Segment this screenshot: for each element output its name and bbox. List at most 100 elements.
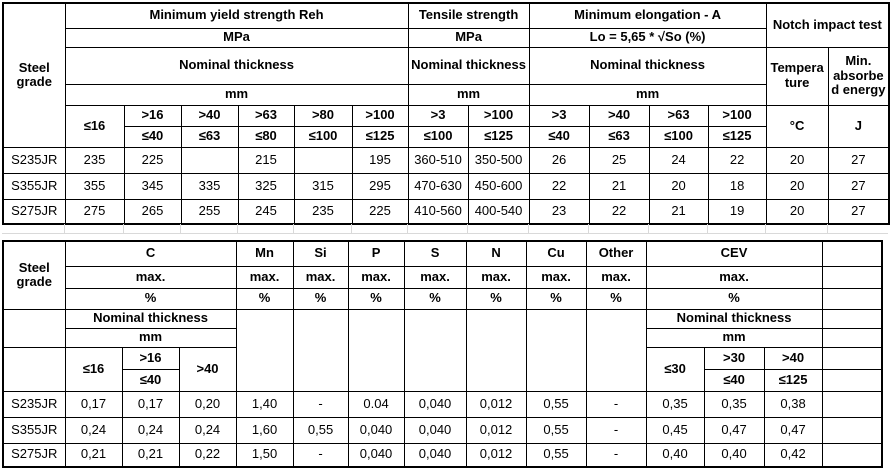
- steel-grade-cell: S355JR: [2, 416, 66, 444]
- percent-label: %: [525, 287, 587, 310]
- value-cell: 0,21: [64, 442, 123, 468]
- steel-grade-cell: S275JR: [2, 198, 66, 225]
- thickness-limit: ≤40: [528, 125, 590, 148]
- thickness-limit: >63: [648, 104, 709, 127]
- thickness-limit: >3: [407, 104, 469, 127]
- min-energy-header: Min. absorbe d energy: [827, 46, 890, 106]
- value-cell: 195: [351, 146, 409, 174]
- value-cell: 0,21: [121, 442, 180, 468]
- value-cell: 0,012: [465, 416, 527, 444]
- notch-impact-header: Notch impact test: [765, 2, 890, 48]
- thickness-limit: >40: [180, 104, 239, 127]
- table-row: mm mm mm: [3, 83, 889, 106]
- table-row: Nominal thickness Nominal thickness Nomi…: [3, 46, 890, 106]
- value-cell: 0,040: [403, 390, 467, 418]
- table-row: ≤40 ≤40 ≤125: [3, 368, 883, 392]
- thickness-limit: ≤16: [64, 104, 125, 148]
- percent-label: %: [347, 287, 405, 310]
- value-cell: 410-560: [407, 198, 469, 225]
- thickness-limit: ≤40: [121, 368, 180, 392]
- gridline: [407, 224, 408, 233]
- value-cell: 1,40: [235, 390, 294, 418]
- table-row: S235JR 0,17 0,17 0,20 1,40 - 0.04 0,040 …: [2, 390, 883, 418]
- table-row: S355JR 355 345 335 325 315 295 470-630 4…: [2, 172, 890, 200]
- value-cell: -: [292, 442, 349, 468]
- mm-unit: mm: [64, 327, 237, 348]
- value-cell: 21: [648, 198, 709, 225]
- value-cell: 0,47: [703, 416, 765, 444]
- gridline: [648, 224, 649, 233]
- value-cell: 0,35: [645, 390, 705, 418]
- value-cell: 335: [180, 172, 239, 200]
- value-cell: 0,20: [178, 390, 237, 418]
- gridline: [180, 224, 181, 233]
- element-header-other: Other: [585, 240, 647, 267]
- steel-grade-header: Steel grade: [2, 2, 66, 148]
- value-cell: 0,40: [645, 442, 705, 468]
- value-cell: 0,55: [525, 390, 587, 418]
- table-row: S355JR 0,24 0,24 0,24 1,60 0,55 0,040 0,…: [2, 416, 883, 444]
- value-cell: 19: [707, 198, 767, 225]
- table-row: Steel grade C Mn Si P S N Cu Other CEV: [2, 240, 883, 310]
- element-header-si: Si: [292, 240, 349, 267]
- gridline: [528, 224, 529, 233]
- value-cell: 26: [528, 146, 590, 174]
- max-label: max.: [585, 265, 647, 289]
- value-cell: 27: [827, 172, 890, 200]
- value-cell: 0,40: [703, 442, 765, 468]
- steel-grade-cell: S275JR: [2, 442, 66, 468]
- gridline: [467, 224, 468, 233]
- thickness-limit: >30: [703, 346, 765, 370]
- value-cell: 0,55: [525, 442, 587, 468]
- value-cell: 1,50: [235, 442, 294, 468]
- percent-label: %: [465, 287, 527, 310]
- steel-grade-cell: S235JR: [2, 146, 66, 174]
- value-cell: 21: [588, 172, 650, 200]
- element-header-cev: CEV: [645, 240, 823, 267]
- table-row: ≤40 ≤63 ≤80 ≤100 ≤125 ≤100 ≤125 ≤40 ≤63 …: [3, 125, 889, 148]
- max-label: max.: [292, 265, 349, 289]
- steel-grade-cell: S355JR: [2, 172, 66, 200]
- value-cell: -: [585, 390, 647, 418]
- value-cell: [180, 146, 239, 174]
- value-cell: 23: [528, 198, 590, 225]
- max-label: max.: [64, 265, 237, 289]
- value-cell: 0,040: [403, 416, 467, 444]
- value-cell: 20: [765, 198, 829, 225]
- table-row: ≤16 >16 >40 >63 >80 >100 >3 >100 >3 >40 …: [3, 104, 890, 148]
- value-cell: 22: [588, 198, 650, 225]
- value-cell: 0,55: [525, 416, 587, 444]
- percent-label: %: [645, 287, 823, 310]
- nominal-thickness-header: Nominal thickness: [528, 46, 767, 85]
- thickness-limit: ≤40: [123, 125, 182, 148]
- empty-cell: [525, 308, 587, 392]
- nominal-thickness-header: Nominal thickness: [407, 46, 530, 85]
- elongation-header: Minimum elongation - A: [528, 2, 767, 29]
- max-label: max.: [403, 265, 467, 289]
- value-cell: 27: [827, 146, 890, 174]
- thickness-limit: >100: [351, 104, 409, 127]
- value-cell: 245: [237, 198, 295, 225]
- element-header-mn: Mn: [235, 240, 294, 267]
- value-cell: 0,040: [403, 442, 467, 468]
- value-cell: 0,47: [763, 416, 823, 444]
- percent-label: %: [585, 287, 647, 310]
- value-cell: 0,38: [763, 390, 823, 418]
- value-cell: 0,24: [178, 416, 237, 444]
- thickness-limit: ≤125: [763, 368, 823, 392]
- empty-cell: [821, 346, 883, 370]
- table-row: Nominal thickness Nominal thickness: [2, 308, 883, 392]
- value-cell: -: [585, 442, 647, 468]
- value-cell: 25: [588, 146, 650, 174]
- value-cell: 20: [765, 146, 829, 174]
- max-label: max.: [235, 265, 294, 289]
- joule-unit: J: [827, 104, 890, 148]
- nominal-thickness-header: Nominal thickness: [645, 308, 823, 329]
- gridline: [2, 233, 888, 234]
- thickness-limit: ≤40: [703, 368, 765, 392]
- value-cell: 27: [827, 198, 890, 225]
- value-cell: 350-500: [467, 146, 530, 174]
- value-cell: 0,22: [178, 442, 237, 468]
- value-cell: 295: [351, 172, 409, 200]
